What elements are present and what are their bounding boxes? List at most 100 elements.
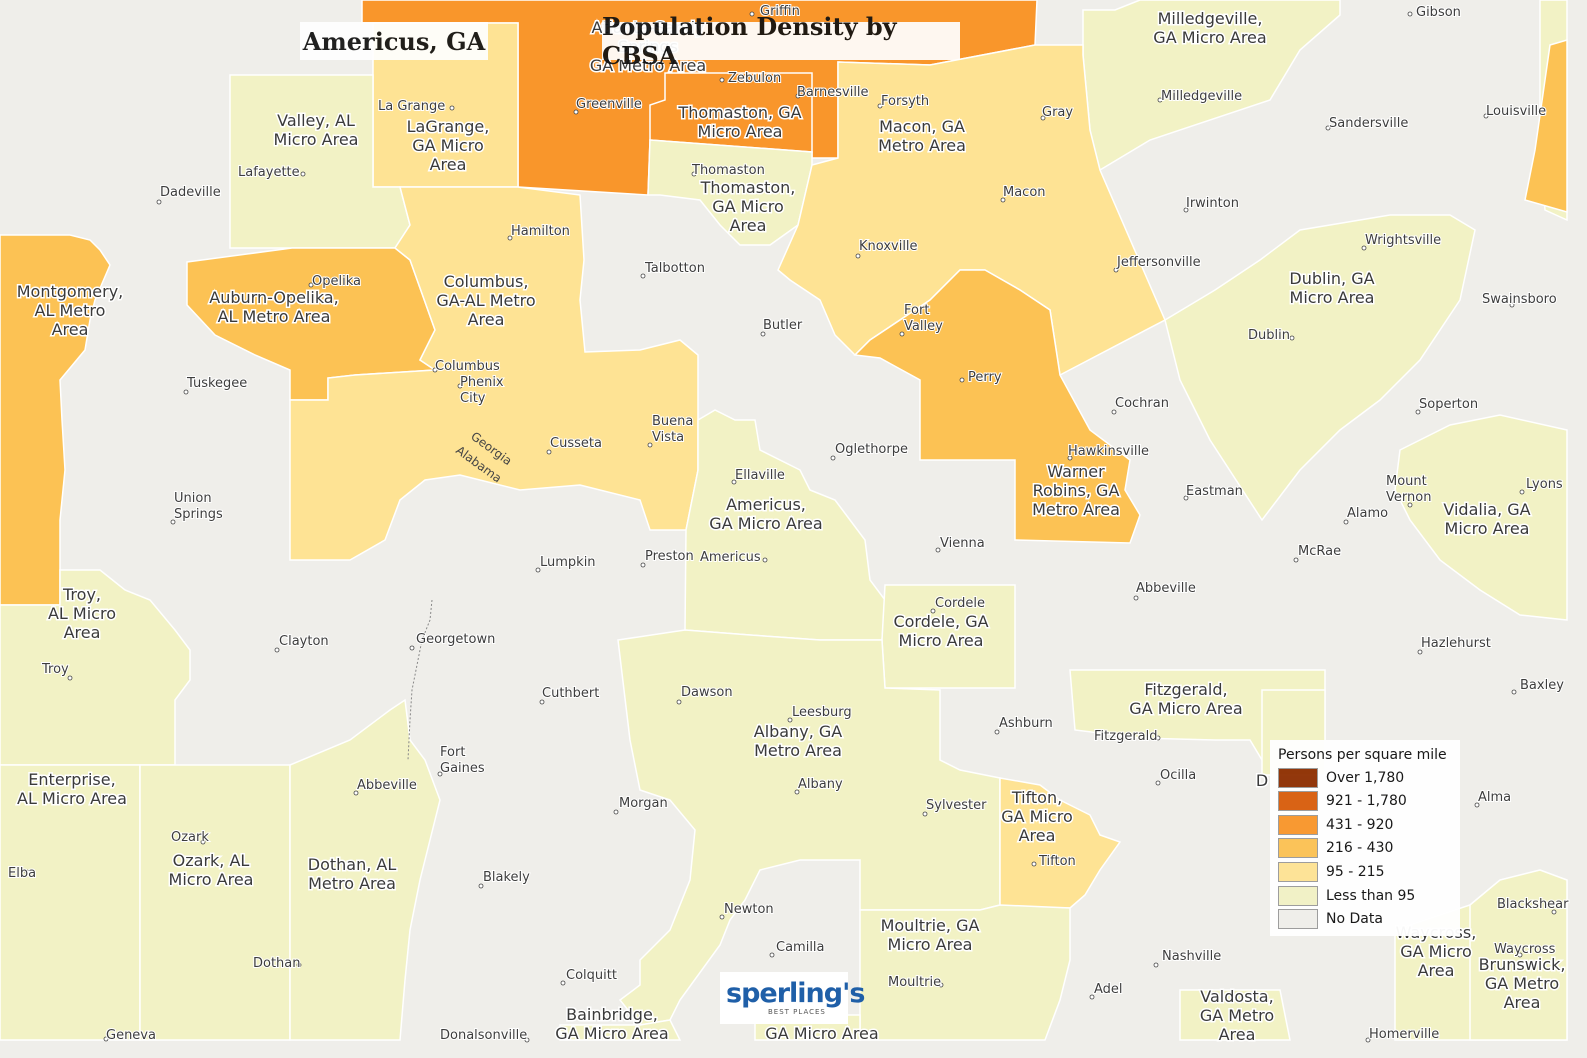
region-valdosta[interactable] bbox=[1179, 989, 1291, 1041]
place-marker bbox=[855, 253, 861, 259]
region-bainbridge[interactable] bbox=[559, 1019, 682, 1041]
region-albany[interactable] bbox=[617, 629, 1001, 1026]
legend-title: Persons per square mile bbox=[1278, 747, 1447, 763]
legend-label: Less than 95 bbox=[1326, 888, 1416, 904]
place-label: Lyons bbox=[1526, 477, 1563, 492]
area-label: Vidalia, GA Micro Area bbox=[1443, 500, 1530, 538]
place-marker bbox=[1517, 952, 1523, 958]
place-label: Macon bbox=[1003, 185, 1046, 200]
place-label: Lafayette bbox=[238, 165, 300, 180]
area-label: Macon, GA Metro Area bbox=[878, 117, 966, 155]
place-marker bbox=[409, 645, 415, 651]
place-marker bbox=[922, 811, 928, 817]
area-label: Bainbridge, GA Micro Area bbox=[555, 1005, 668, 1043]
place-marker bbox=[762, 557, 768, 563]
place-label: Dadeville bbox=[160, 185, 221, 200]
area-label: Valley, AL Micro Area bbox=[274, 111, 359, 149]
map-title-topic: Population Density by CBSA bbox=[602, 12, 960, 70]
place-label: Ashburn bbox=[999, 716, 1053, 731]
place-marker bbox=[437, 771, 443, 777]
place-marker bbox=[1325, 125, 1331, 131]
legend-swatch bbox=[1278, 886, 1318, 906]
place-label: Americus bbox=[700, 550, 761, 565]
region-dothan[interactable] bbox=[289, 698, 441, 1041]
place-marker bbox=[478, 883, 484, 889]
place-marker bbox=[1551, 909, 1557, 915]
place-label: Dawson bbox=[681, 685, 733, 700]
place-label: Irwinton bbox=[1186, 196, 1239, 211]
place-label: Louisville bbox=[1486, 104, 1546, 119]
place-label: Preston bbox=[645, 549, 694, 564]
place-label: Camilla bbox=[776, 940, 825, 955]
place-marker bbox=[353, 790, 359, 796]
place-marker bbox=[1417, 649, 1423, 655]
legend-label: No Data bbox=[1326, 911, 1383, 927]
place-marker bbox=[1474, 802, 1480, 808]
place-label: Columbus bbox=[435, 359, 500, 374]
region-columbus[interactable] bbox=[289, 186, 699, 561]
legend-row: 921 - 1,780 bbox=[1278, 790, 1407, 812]
place-label: Albany bbox=[798, 777, 843, 792]
region-moultrie[interactable] bbox=[859, 904, 1071, 1041]
place-label: Lumpkin bbox=[540, 555, 596, 570]
place-label: Waycross bbox=[1494, 942, 1556, 957]
place-marker bbox=[830, 455, 836, 461]
region-dublin[interactable] bbox=[1164, 214, 1476, 522]
place-label: Soperton bbox=[1419, 397, 1478, 412]
area-label: Troy, AL Micro Area bbox=[48, 585, 116, 642]
legend-row: No Data bbox=[1278, 908, 1383, 930]
area-labels: Atlanta-SandySpringsGA Metro AreaThomast… bbox=[15, 8, 1567, 1046]
place-marker bbox=[1157, 97, 1163, 103]
place-marker bbox=[170, 519, 176, 525]
place-label: Talbotton bbox=[644, 261, 705, 276]
place-marker bbox=[1113, 267, 1119, 273]
place-label: Dublin bbox=[1248, 328, 1290, 343]
region-cordele[interactable] bbox=[881, 584, 1016, 689]
place-label: Ocilla bbox=[1160, 768, 1196, 783]
place-label: Abbeville bbox=[1136, 581, 1196, 596]
place-label: Fitzgerald bbox=[1094, 729, 1158, 744]
place-marker bbox=[1155, 735, 1161, 741]
place-marker bbox=[719, 77, 725, 83]
place-marker bbox=[899, 331, 905, 337]
place-label: Hawkinsville bbox=[1068, 444, 1149, 459]
area-label: Montgomery, AL Metro Area bbox=[17, 282, 124, 339]
sperlings-logo[interactable]: sperling's BEST PLACES bbox=[720, 972, 865, 1024]
logo-wordmark: sperling's bbox=[726, 978, 865, 1009]
place-label: Opelika bbox=[312, 274, 361, 289]
place-marker bbox=[183, 389, 189, 395]
region-vidalia[interactable] bbox=[1394, 414, 1568, 621]
place-label: Adel bbox=[1094, 982, 1123, 997]
place-marker bbox=[308, 282, 314, 288]
logo-tagline: BEST PLACES bbox=[768, 1008, 826, 1016]
legend-row: 216 - 430 bbox=[1278, 837, 1393, 859]
region-ozark[interactable] bbox=[139, 764, 291, 1041]
place-marker bbox=[769, 952, 775, 958]
area-label: Valdosta, GA Metro Area bbox=[1200, 987, 1274, 1044]
place-label: Milledgeville bbox=[1161, 89, 1242, 104]
region-thomaston-micro[interactable] bbox=[647, 139, 813, 246]
place-marker bbox=[1415, 409, 1421, 415]
place-marker bbox=[1183, 495, 1189, 501]
place-label: Gray bbox=[1042, 105, 1073, 120]
place-marker bbox=[1183, 207, 1189, 213]
place-label: Thomaston bbox=[691, 163, 765, 178]
place-marker bbox=[1111, 409, 1117, 415]
area-label: Warner Robins, GA Metro Area bbox=[1032, 462, 1120, 519]
place-marker bbox=[156, 199, 162, 205]
area-label: D bbox=[1256, 771, 1268, 790]
place-marker bbox=[647, 442, 653, 448]
place-label: Homerville bbox=[1369, 1027, 1439, 1042]
area-label: Albany, GA Metro Area bbox=[754, 722, 843, 760]
region-warner-robins[interactable] bbox=[853, 269, 1141, 544]
place-label: Sylvester bbox=[926, 798, 987, 813]
place-label: Barnesville bbox=[797, 85, 869, 100]
region-right-orange[interactable] bbox=[1524, 38, 1568, 213]
legend: Persons per square mile Over 1,780 921 -… bbox=[1270, 740, 1460, 936]
place-marker bbox=[938, 982, 944, 988]
place-label: Blakely bbox=[483, 870, 530, 885]
legend-swatch bbox=[1278, 815, 1318, 835]
place-marker bbox=[546, 449, 552, 455]
place-label: Greenville bbox=[576, 97, 642, 112]
